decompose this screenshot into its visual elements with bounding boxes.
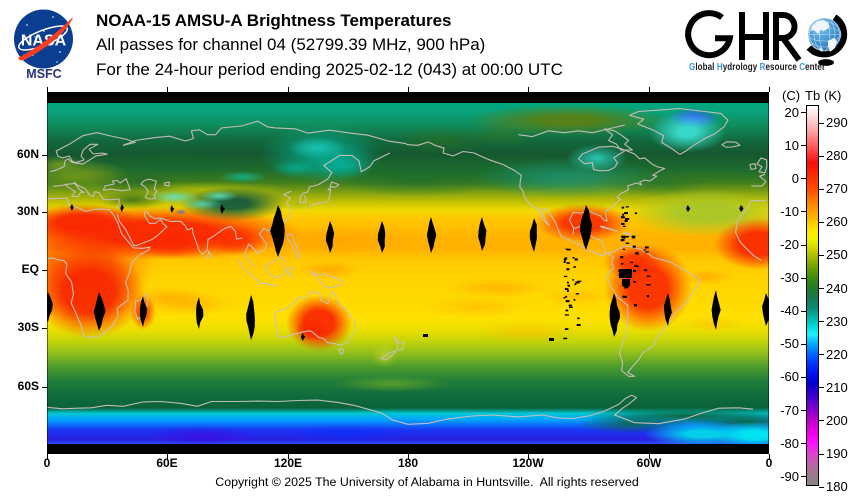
- svg-text:MSFC: MSFC: [26, 67, 61, 81]
